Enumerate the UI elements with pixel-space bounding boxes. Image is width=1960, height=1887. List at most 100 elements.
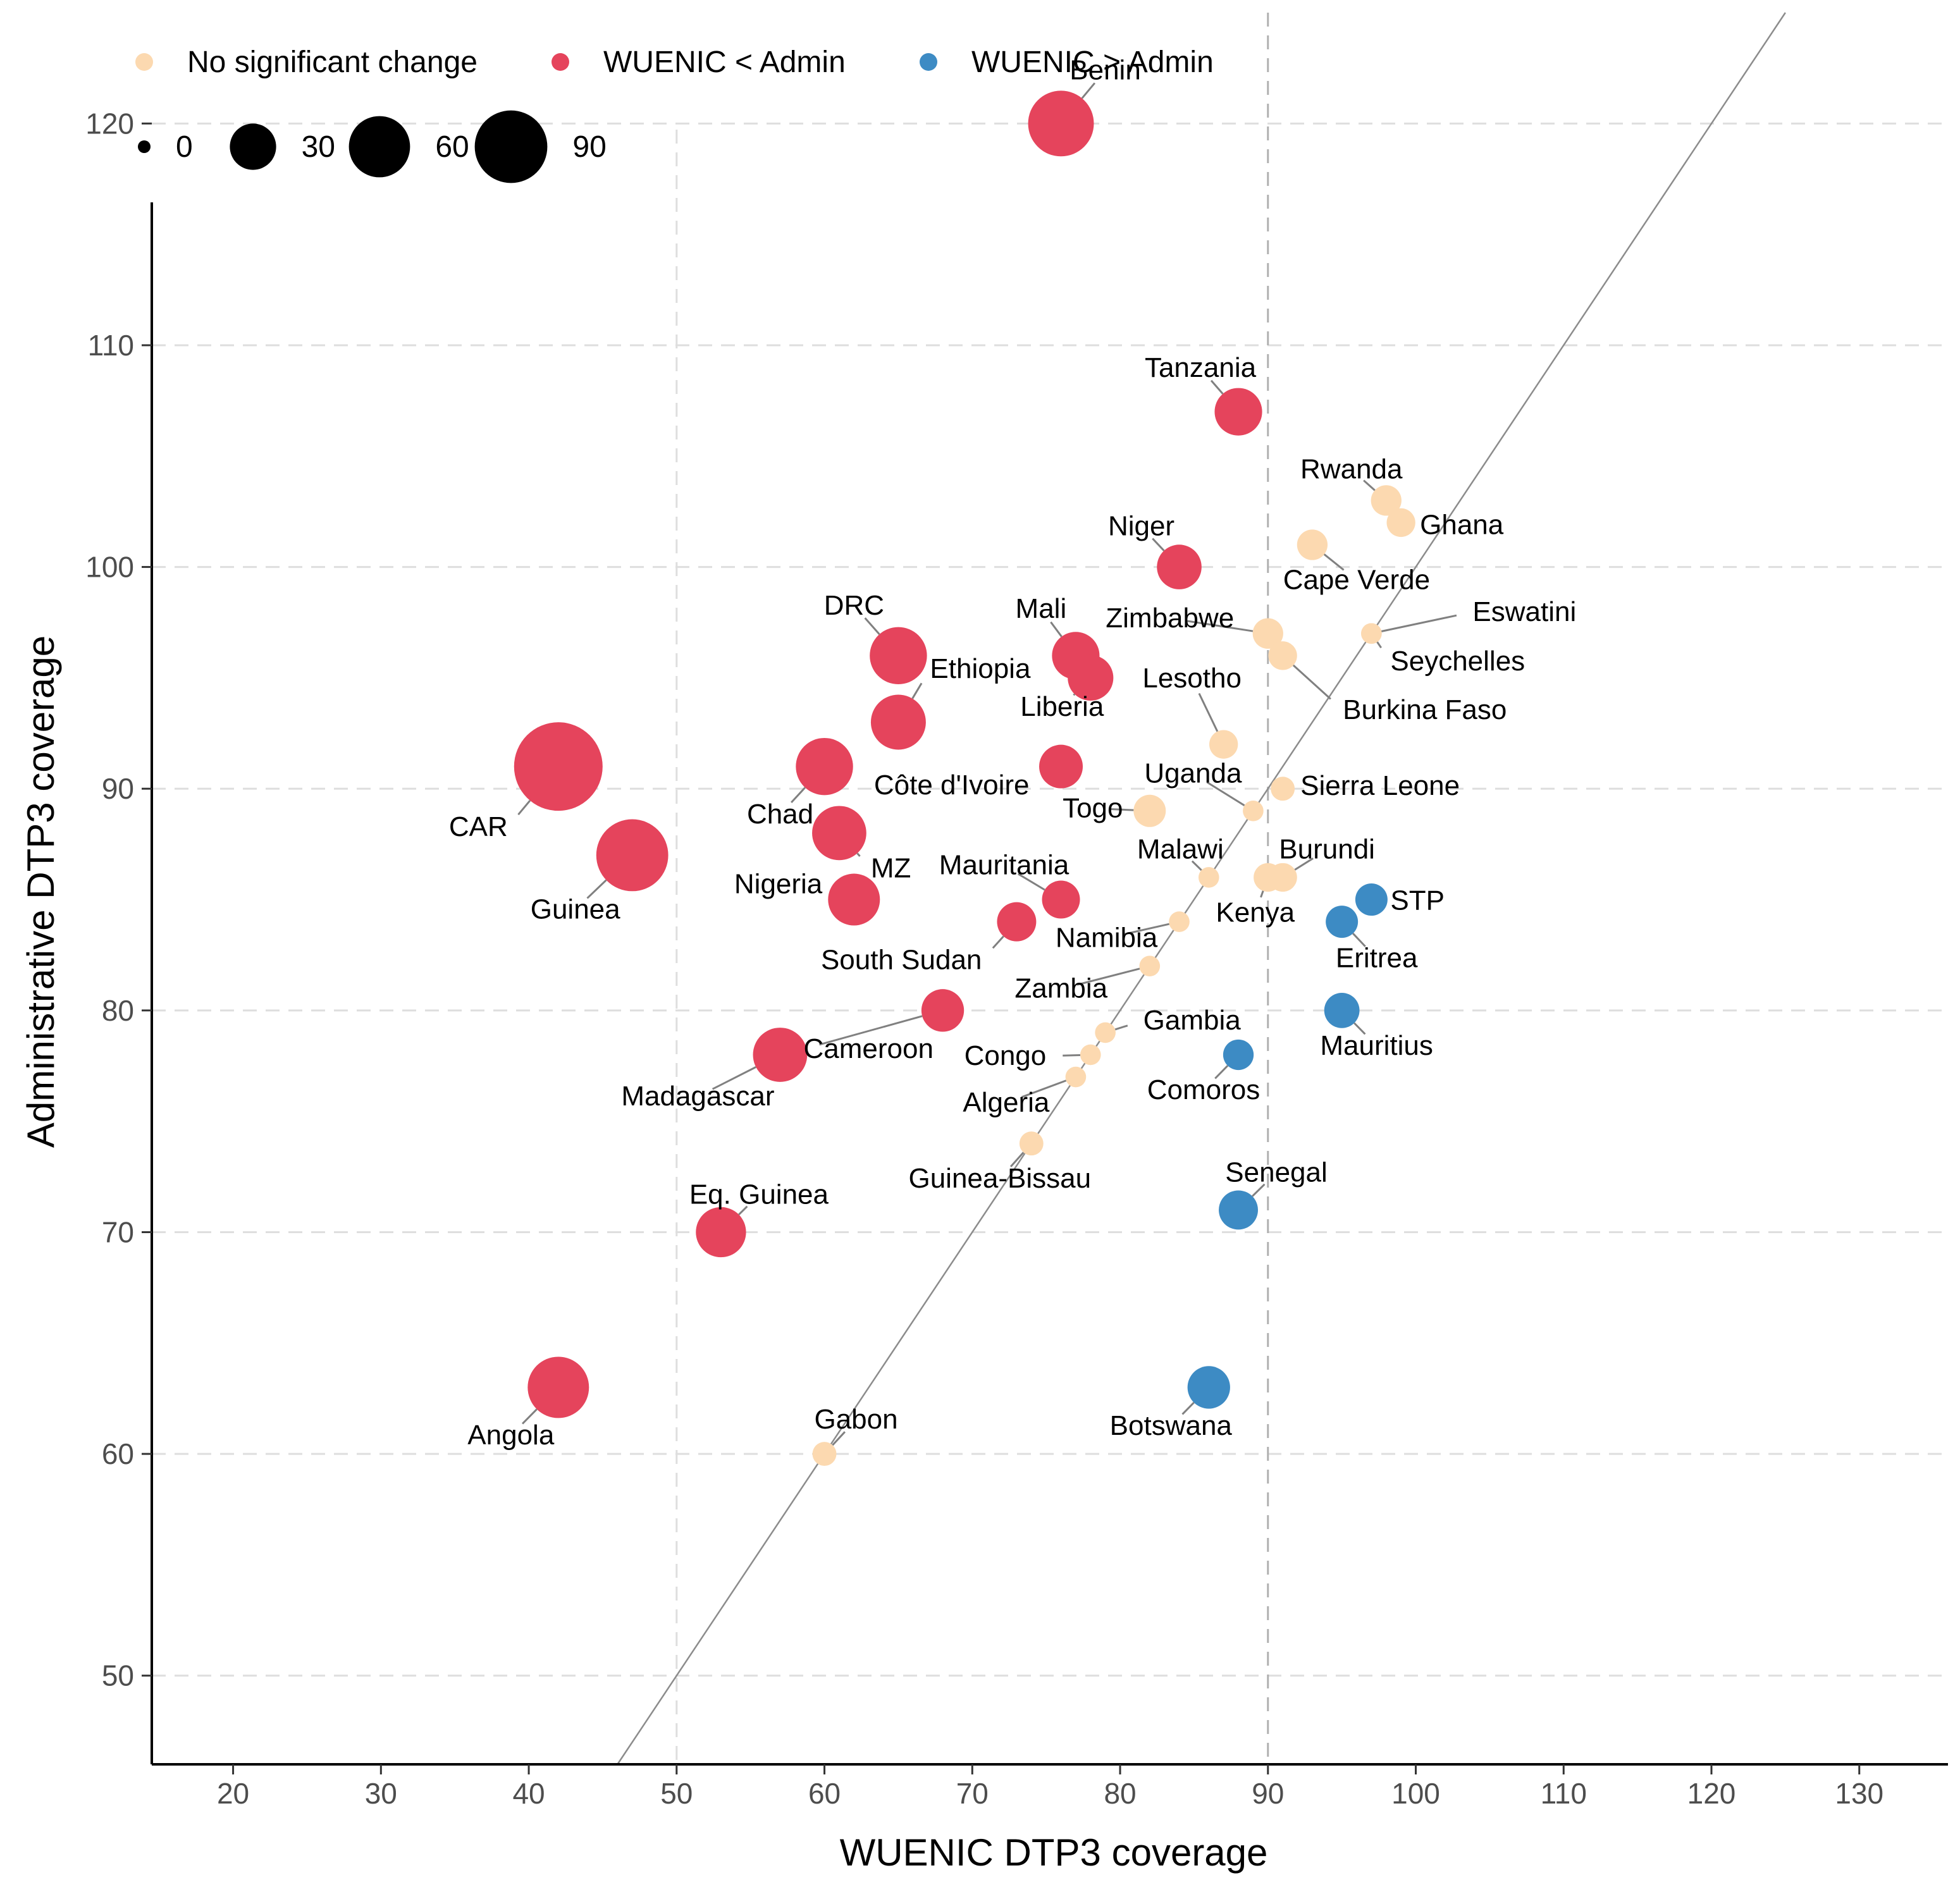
leader-guinea-bissau: [1009, 1152, 1025, 1167]
point-cote-d-ivoire: [1039, 744, 1083, 789]
label-botswana: Botswana: [1110, 1410, 1233, 1441]
legend-size-label-60: 60: [435, 130, 469, 164]
x-tick-label-70: 70: [956, 1777, 989, 1810]
legend-label-wuenic-admin: WUENIC < Admin: [603, 46, 846, 79]
label-mauritania: Mauritania: [939, 850, 1069, 881]
x-tick-label-50: 50: [660, 1777, 693, 1810]
legend-size-0: [138, 140, 151, 153]
legend-size-label-90: 90: [572, 130, 606, 164]
label-angola: Angola: [467, 1420, 555, 1451]
point-angola: [527, 1356, 589, 1418]
label-guinea: Guinea: [531, 894, 620, 925]
leader-zimbabwe: [1186, 620, 1254, 632]
y-tick-label-60: 60: [102, 1437, 134, 1470]
x-tick-label-30: 30: [365, 1777, 397, 1810]
label-sierra-leone: Sierra Leone: [1300, 770, 1460, 801]
y-tick-label-80: 80: [102, 994, 134, 1027]
label-nigeria: Nigeria: [734, 869, 823, 900]
y-tick-label-90: 90: [102, 772, 134, 805]
leader-kenya: [1260, 890, 1264, 898]
point-tanzania: [1214, 388, 1262, 436]
point-togo: [1133, 794, 1166, 827]
x-tick-label-60: 60: [808, 1777, 841, 1810]
legend: No significant change WUENIC < Admin WUENI…: [135, 46, 1214, 183]
legend-size-60: [348, 116, 410, 178]
label-algeria: Algeria: [963, 1087, 1049, 1118]
point-niger: [1157, 544, 1202, 589]
identity-line: [617, 12, 1786, 1765]
leader-burundi: [1294, 857, 1314, 871]
point-ghana: [1386, 508, 1415, 538]
point-gabon: [812, 1442, 837, 1466]
y-tick-label-110: 110: [88, 329, 134, 362]
leader-gabon: [832, 1431, 846, 1446]
label-kenya: Kenya: [1216, 897, 1295, 928]
label-congo: Congo: [965, 1040, 1047, 1071]
label-chad: Chad: [747, 799, 813, 830]
point-chad: [796, 737, 853, 796]
leader-ethiopia: [911, 682, 923, 699]
point-malawi: [1198, 867, 1219, 888]
label-benin: Benin: [1069, 54, 1141, 85]
point-seychelles: [1361, 623, 1382, 644]
legend-label-no-significant-change: No significant change: [187, 46, 478, 79]
legend-swatch-wuenic-admin: [552, 53, 569, 71]
leader-malawi: [1191, 860, 1202, 871]
leader-seychelles: [1376, 641, 1382, 649]
x-tick-label-130: 130: [1835, 1777, 1883, 1810]
leader-senegal: [1252, 1183, 1266, 1197]
point-cape-verde: [1297, 529, 1328, 560]
leader-cameroon: [819, 1015, 923, 1046]
leader-botswana: [1181, 1401, 1195, 1415]
legend-swatch-no-significant-change: [135, 53, 153, 71]
label-cameroon: Cameroon: [804, 1033, 934, 1064]
label-stp: STP: [1390, 885, 1445, 916]
point-ethiopia: [870, 694, 926, 750]
leader-niger: [1152, 538, 1165, 551]
point-benin: [1028, 90, 1094, 157]
leader-comoros: [1214, 1065, 1229, 1079]
label-mauritius: Mauritius: [1320, 1030, 1433, 1061]
x-axis-title: WUENIC DTP3 coverage: [840, 1831, 1268, 1874]
point-eq-guinea: [696, 1207, 746, 1258]
label-lesotho: Lesotho: [1142, 663, 1242, 694]
label-car: CAR: [449, 811, 508, 842]
leader-liberia: [1073, 693, 1076, 696]
label-burundi: Burundi: [1279, 833, 1375, 864]
label-madagascar: Madagascar: [621, 1081, 774, 1112]
leader-car: [517, 799, 531, 816]
label-eq-guinea: Eq. Guinea: [689, 1179, 829, 1210]
point-zimbabwe: [1252, 618, 1283, 649]
x-tick-label-80: 80: [1104, 1777, 1136, 1810]
point-burkina-faso: [1268, 641, 1297, 670]
identity-line-group: [617, 12, 1786, 1765]
label-cote-d-ivoire: Côte d'Ivoire: [874, 770, 1030, 801]
point-madagascar: [753, 1028, 808, 1082]
x-tick-label-40: 40: [512, 1777, 545, 1810]
leader-gambia: [1114, 1024, 1128, 1031]
leader-rwanda: [1363, 479, 1376, 491]
point-rwanda: [1371, 485, 1402, 516]
point-mauritius: [1324, 992, 1360, 1028]
point-zambia: [1139, 956, 1161, 977]
label-senegal: Senegal: [1225, 1157, 1327, 1188]
point-kenya: [1254, 863, 1283, 892]
leader-zambia: [1076, 968, 1140, 986]
point-guinea: [596, 819, 669, 892]
label-gambia: Gambia: [1143, 1005, 1242, 1036]
leader-mz: [856, 852, 861, 857]
point-uganda: [1243, 800, 1264, 821]
point-lesotho: [1209, 730, 1238, 759]
label-uganda: Uganda: [1144, 758, 1242, 789]
label-mali: Mali: [1016, 593, 1067, 624]
point-labels: Benin Tanzania Niger DRC Mali Ethiopia Liberia…: [449, 54, 1576, 1451]
point-guinea-bissau: [1019, 1131, 1044, 1156]
point-mz: [812, 806, 866, 861]
y-tick-label-70: 70: [102, 1215, 134, 1248]
leader-cape-verde: [1323, 553, 1345, 571]
point-liberia: [1068, 655, 1114, 701]
point-senegal: [1219, 1190, 1259, 1230]
label-zambia: Zambia: [1014, 973, 1107, 1004]
leader-uganda: [1206, 781, 1245, 806]
